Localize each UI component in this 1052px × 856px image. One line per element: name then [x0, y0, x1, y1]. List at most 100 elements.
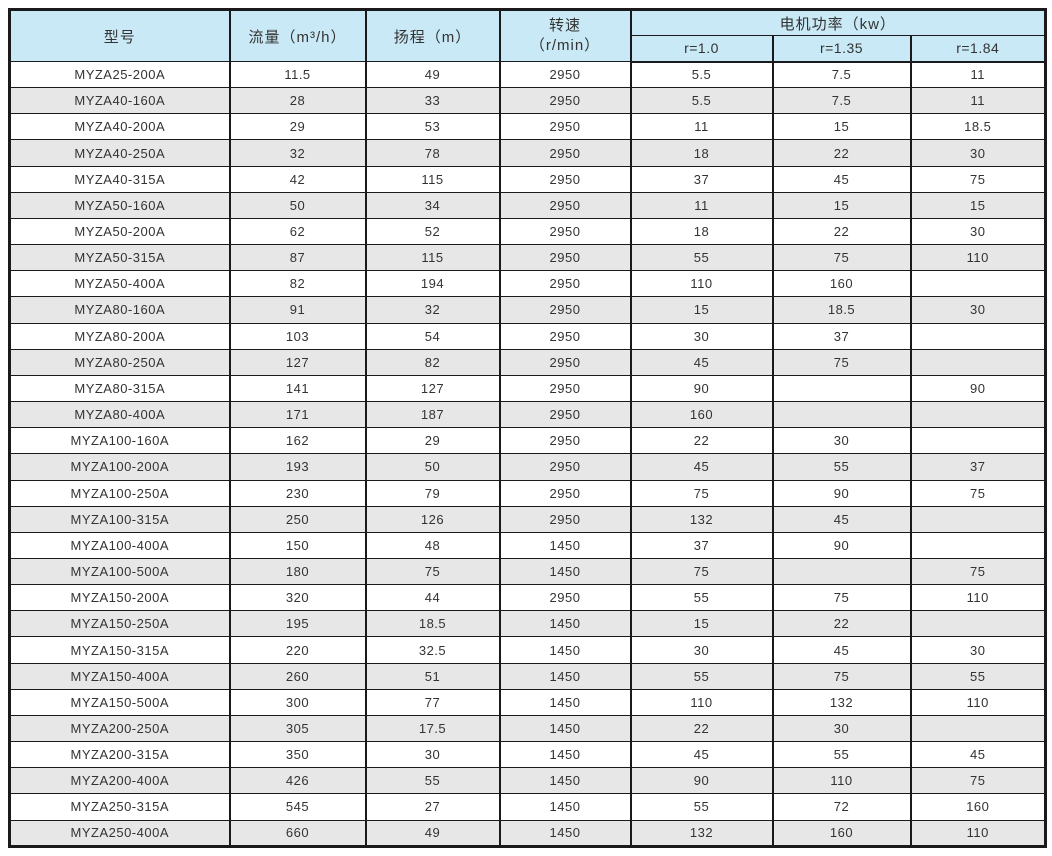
table-row: MYZA80-250A 127 82 2950 45 75	[8, 348, 1047, 376]
cell-power-r135	[771, 374, 912, 403]
cell-power-r10: 55	[629, 662, 774, 690]
cell-flow: 320	[228, 584, 367, 612]
cell-model: MYZA50-160A	[8, 191, 231, 219]
cell-head: 17.5	[364, 714, 501, 743]
cell-speed: 2950	[498, 401, 632, 429]
cell-model: MYZA200-315A	[8, 741, 231, 769]
cell-model: MYZA80-160A	[8, 296, 231, 324]
cell-speed: 1450	[498, 819, 632, 848]
cell-power-r10: 110	[629, 270, 774, 298]
cell-power-r135: 45	[771, 636, 912, 664]
table-row: MYZA100-400A 150 48 1450 37 90	[8, 531, 1047, 559]
cell-speed: 2950	[498, 270, 632, 298]
cell-speed: 2950	[498, 139, 632, 167]
cell-power-r184	[909, 610, 1047, 638]
cell-power-r184: 45	[909, 741, 1047, 769]
cell-model: MYZA150-500A	[8, 688, 231, 716]
cell-power-r10: 90	[629, 374, 774, 403]
cell-flow: 62	[228, 217, 367, 246]
cell-power-r135: 75	[771, 348, 912, 376]
cell-flow: 91	[228, 296, 367, 324]
cell-speed: 2950	[498, 453, 632, 481]
cell-power-r135: 90	[771, 531, 912, 559]
cell-power-r10: 160	[629, 401, 774, 429]
cell-flow: 141	[228, 374, 367, 403]
cell-power-r10: 55	[629, 244, 774, 272]
cell-flow: 28	[228, 87, 367, 115]
table-row: MYZA80-200A 103 54 2950 30 37	[8, 322, 1047, 350]
cell-model: MYZA200-250A	[8, 714, 231, 743]
cell-flow: 103	[228, 322, 367, 350]
cell-power-r10: 5.5	[629, 60, 774, 89]
cell-flow: 220	[228, 636, 367, 664]
header-row-sub: r=1.0 r=1.35 r=1.84	[10, 35, 1047, 63]
cell-flow: 300	[228, 688, 367, 716]
cell-flow: 426	[228, 767, 367, 795]
table-row: MYZA50-160A 50 34 2950 11 15 15	[8, 191, 1047, 219]
cell-model: MYZA50-315A	[8, 244, 231, 272]
cell-speed: 2950	[498, 374, 632, 403]
cell-power-r10: 30	[629, 322, 774, 350]
cell-power-r10: 37	[629, 165, 774, 193]
cell-flow: 230	[228, 479, 367, 507]
cell-power-r10: 11	[629, 113, 774, 141]
cell-flow: 42	[228, 165, 367, 193]
cell-model: MYZA40-250A	[8, 139, 231, 167]
cell-head: 78	[364, 139, 501, 167]
cell-power-r184: 37	[909, 453, 1047, 481]
cell-head: 75	[364, 557, 501, 586]
cell-model: MYZA100-250A	[8, 479, 231, 507]
cell-head: 55	[364, 767, 501, 795]
cell-power-r184: 11	[909, 60, 1047, 89]
cell-power-r135: 15	[771, 113, 912, 141]
col-header-speed: 转速 （r/min）	[498, 9, 632, 62]
cell-head: 49	[364, 819, 501, 848]
cell-power-r184: 30	[909, 296, 1047, 324]
table-row: MYZA250-315A 545 27 1450 55 72 160	[8, 793, 1047, 821]
cell-power-r10: 30	[629, 636, 774, 664]
cell-flow: 250	[228, 505, 367, 533]
cell-power-r184: 90	[909, 374, 1047, 403]
cell-power-r135: 75	[771, 662, 912, 690]
cell-power-r10: 55	[629, 584, 774, 612]
cell-power-r184: 75	[909, 165, 1047, 193]
cell-head: 27	[364, 793, 501, 821]
cell-power-r184: 160	[909, 793, 1047, 821]
cell-power-r135: 7.5	[771, 87, 912, 115]
table-row: MYZA40-160A 28 33 2950 5.5 7.5 11	[8, 87, 1047, 115]
cell-model: MYZA250-400A	[8, 819, 231, 848]
cell-power-r135: 37	[771, 322, 912, 350]
cell-model: MYZA50-200A	[8, 217, 231, 246]
cell-power-r135: 75	[771, 244, 912, 272]
cell-head: 52	[364, 217, 501, 246]
cell-head: 18.5	[364, 610, 501, 638]
cell-power-r135: 55	[771, 453, 912, 481]
cell-model: MYZA200-400A	[8, 767, 231, 795]
header-row-main: 型号 流量（m³/h） 扬程（m） 转速 （r/min） 电机功率（kw）	[8, 9, 1047, 62]
cell-power-r10: 90	[629, 767, 774, 795]
cell-model: MYZA50-400A	[8, 270, 231, 298]
cell-head: 126	[364, 505, 501, 533]
cell-power-r184	[909, 505, 1047, 533]
cell-head: 30	[364, 741, 501, 769]
table-row: MYZA25-200A 11.5 49 2950 5.5 7.5 11	[8, 60, 1047, 89]
cell-flow: 150	[228, 531, 367, 559]
cell-model: MYZA100-160A	[8, 427, 231, 455]
cell-speed: 1450	[498, 688, 632, 716]
col-header-head: 扬程（m）	[364, 9, 501, 62]
cell-model: MYZA150-400A	[8, 662, 231, 690]
cell-flow: 127	[228, 348, 367, 376]
cell-power-r135: 22	[771, 217, 912, 246]
cell-power-r184: 11	[909, 87, 1047, 115]
table-header: 型号 流量（m³/h） 扬程（m） 转速 （r/min） 电机功率（kw） r=…	[8, 9, 1047, 63]
cell-power-r10: 45	[629, 348, 774, 376]
cell-speed: 1450	[498, 714, 632, 743]
cell-flow: 29	[228, 113, 367, 141]
cell-power-r135: 18.5	[771, 296, 912, 324]
cell-power-r10: 15	[629, 296, 774, 324]
col-header-speed-line2: （r/min）	[529, 37, 601, 54]
cell-power-r184: 110	[909, 584, 1047, 612]
cell-power-r10: 75	[629, 479, 774, 507]
table-body: MYZA25-200A 11.5 49 2950 5.5 7.5 11 MYZA40-160A…	[8, 60, 1047, 848]
table-row: MYZA200-400A 426 55 1450 90 110 75	[8, 767, 1047, 795]
